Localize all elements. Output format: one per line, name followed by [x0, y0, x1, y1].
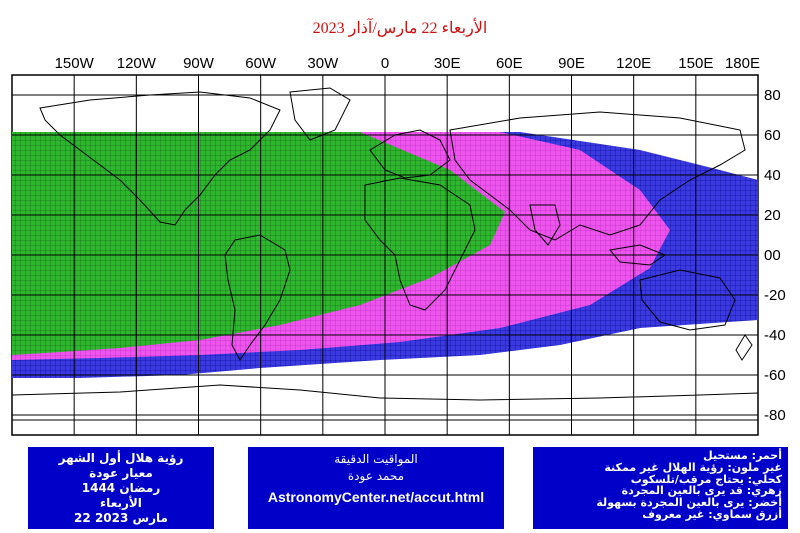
info-mid-line-1: المواقيت الدقيقة [334, 452, 418, 466]
longitude-tick-label: 60W [245, 55, 277, 72]
info-left-line-1: رؤية هلال أول الشهر [58, 451, 184, 465]
longitude-tick-label: 60E [496, 55, 523, 72]
longitude-tick-label: 150E [678, 55, 713, 72]
longitude-tick-label: 90E [558, 55, 585, 72]
longitude-tick-label: 30E [434, 55, 461, 72]
longitude-tick-label: 150W [55, 55, 95, 72]
info-left-line-5: 22 مارس 2023 [74, 511, 168, 525]
coastlines [11, 87, 759, 421]
legend-green: أخضر: يرى بالعين المجردة بسهولة [596, 496, 782, 510]
latitude-tick-label: 60 [764, 127, 781, 144]
longitude-tick-label: 30W [307, 55, 339, 72]
map-title: الأربعاء 22 مارس/آذار 2023 [312, 20, 488, 37]
info-mid-line-2: محمد عودة [347, 469, 405, 483]
info-left-line-4: الأربعاء [100, 496, 142, 510]
longitude-tick-label: 120W [117, 55, 157, 72]
website-link[interactable]: AstronomyCenter.net/accut.html [267, 489, 485, 505]
legend-cyan: أزرق سماوي: غير معروف [642, 507, 782, 521]
graticule [12, 75, 758, 435]
region-green-easy [12, 132, 505, 355]
info-box-criterion: رؤية هلال أول الشهر معيار عودة رمضان 144… [28, 447, 214, 529]
latitude-tick-label: 40 [764, 167, 781, 184]
latitude-tick-label: -20 [764, 287, 786, 304]
latitude-tick-label: 00 [764, 247, 781, 264]
info-box-timings: المواقيت الدقيقة محمد عودة AstronomyCent… [248, 447, 504, 529]
legend-box: أحمر: مستحيل غير ملون: رؤية الهلال غير م… [533, 447, 788, 529]
info-left-line-2: معيار عودة [89, 466, 153, 480]
legend-uncolored: غير ملون: رؤية الهلال غير ممكنة [604, 460, 782, 474]
info-left-line-3: رمضان 1444 [81, 481, 161, 495]
legend-red: أحمر: مستحيل [703, 449, 782, 462]
longitude-tick-label: 120E [616, 55, 651, 72]
latitude-tick-label: -60 [764, 367, 786, 384]
latitude-tick-label: -40 [764, 327, 786, 344]
latitude-tick-label: 20 [764, 207, 781, 224]
latitude-tick-label: 80 [764, 87, 781, 104]
longitude-labels: 150W 120W 90W 60W 30W 0 30E 60E 90E 120E 150E 180E [55, 55, 760, 72]
legend-pink: زهري: قد يرى بالعين المجردة [621, 484, 782, 498]
legend-navy: كحلي: يحتاج مرقب/تلسكوب [630, 472, 782, 486]
longitude-tick-label: 180E [725, 55, 760, 72]
latitude-labels: 80 60 40 20 00 -20 -40 -60 -80 [764, 87, 786, 424]
latitude-tick-label: -80 [764, 407, 786, 424]
longitude-tick-label: 0 [381, 55, 389, 72]
longitude-tick-label: 90W [183, 55, 215, 72]
